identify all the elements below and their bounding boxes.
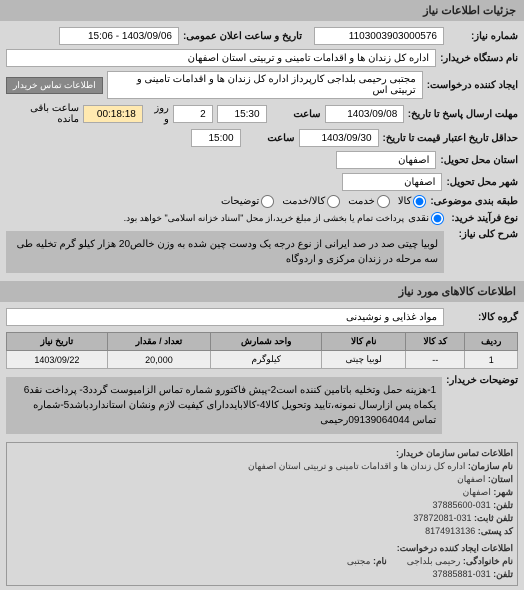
delivery-city-label: شهر محل تحویل: [446,177,518,188]
cfax-label: تلفن ثابت: [474,513,513,523]
table-header: تعداد / مقدار [107,333,211,351]
desc-text: 1-هزینه حمل وتخلیه باتامین کننده است2-پی… [6,377,442,434]
cpost-value: 8174913136 [425,526,475,536]
cprov-label: استان: [488,474,513,484]
overview-label: شرح کلی نیاز: [448,229,518,240]
delivery-prov: اصفهان [336,151,436,169]
table-header: نام کالا [322,333,406,351]
radio-kala[interactable]: کالا [398,195,427,208]
creator-tel-value: 031-37885881 [433,569,491,579]
ann-date-value: 1403/09/06 - 15:06 [59,27,179,45]
goods-group-value: مواد غذایی و نوشیدنی [6,308,444,326]
buyer-device-label: نام دستگاه خریدار: [440,53,518,64]
day-word: روز و [147,103,169,125]
ctel-value: 031-37885600 [433,500,491,510]
table-header: واحد شمارش [211,333,322,351]
name-label: نام: [373,556,387,566]
table-cell: 1403/09/22 [7,351,108,369]
deadline-time-label: ساعت [271,109,321,120]
radio-special[interactable]: توضیحات [221,195,274,208]
table-cell: لوبیا چیتی [322,351,406,369]
deadline-label: مهلت ارسال پاسخ تا تاریخ: [408,109,518,120]
table-cell: کیلوگرم [211,351,322,369]
process-type-label: نوع فرآیند خرید: [448,213,518,224]
req-num-value: 1103003903000576 [314,27,444,45]
process-type-radios: نقدی [408,212,444,225]
deadline-date: 1403/09/08 [325,105,405,123]
family-value: رحیمی بلداجی [407,556,461,566]
valid-time-label: ساعت [245,133,295,144]
name-value: مجتبی [347,556,371,566]
panel-title: جزئیات اطلاعات نیاز [0,0,524,21]
table-header: تاریخ نیاز [7,333,108,351]
created-by-label: ایجاد کننده درخواست: [427,80,518,91]
time-left: 00:18:18 [83,105,143,123]
table-header: کد کالا [406,333,465,351]
table-cell: -- [406,351,465,369]
valid-time: 15:00 [191,129,241,147]
process-note: پرداخت تمام یا بخشی از مبلغ خرید،از محل … [124,213,404,224]
days-left: 2 [173,105,213,123]
org-value: اداره کل زندان ها و اقدامات تامینی و ترب… [248,461,465,471]
creator-section-title: اطلاعات ایجاد کننده درخواست: [11,542,513,555]
org-label: نام سازمان: [468,461,513,471]
deadline-time: 15:30 [217,105,267,123]
cprov-value: اصفهان [457,474,485,484]
ann-date-label: تاریخ و ساعت اعلان عمومی: [183,31,302,42]
cpost-label: کد پستی: [478,526,513,536]
table-header: ردیف [465,333,518,351]
goods-table: ردیفکد کالانام کالاواحد شمارشتعداد / مقد… [6,332,518,369]
remain-text: ساعت باقی مانده [6,103,79,125]
creator-tel-label: تلفن: [493,569,513,579]
ccity-label: شهر: [493,487,513,497]
req-num-label: شماره نیاز: [448,31,518,42]
radio-credit[interactable]: کالا/خدمت [282,195,340,208]
ctel-label: تلفن: [493,500,513,510]
table-cell: 20,000 [107,351,211,369]
goods-section-title: اطلاعات کالاهای مورد نیاز [0,281,524,302]
radio-naghd[interactable]: نقدی [408,212,444,225]
ccity-value: اصفهان [463,487,491,497]
sale-type-radios: کالا خدمت کالا/خدمت توضیحات [221,195,426,208]
sale-type-label: طبقه بندی موضوعی: [430,196,518,207]
delivery-prov-label: استان محل تحویل: [440,155,518,166]
table-cell: 1 [465,351,518,369]
created-by-value: مجتبی رحیمی بلداجی کارپرداز اداره کل زند… [107,71,423,99]
radio-khad[interactable]: خدمت [348,195,390,208]
contact-buyer-button[interactable]: اطلاعات تماس خریدار [6,77,103,94]
goods-group-label: گروه کالا: [448,312,518,323]
buyer-device-value: اداره کل زندان ها و اقدامات تامینی و ترب… [6,49,436,67]
table-row: 1--لوبیا چیتیکیلوگرم20,0001403/09/22 [7,351,518,369]
overview-text: لوبیا چیتی صد در صد ایرانی از نوع درجه ی… [6,231,444,273]
desc-label: توضیحات خریدار: [446,375,518,386]
cfax-value: 031-37872081 [413,513,471,523]
valid-date: 1403/09/30 [299,129,379,147]
contact-title: اطلاعات تماس سازمان خریدار: [11,447,513,460]
delivery-city: اصفهان [342,173,442,191]
family-label: نام خانوادگی: [463,556,513,566]
valid-until-label: حداقل تاریخ اعتبار قیمت تا تاریخ: [383,133,518,144]
